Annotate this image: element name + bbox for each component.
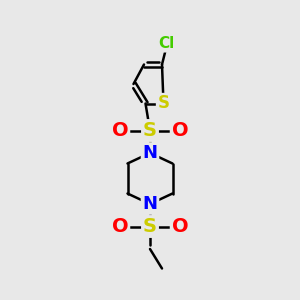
Text: N: N xyxy=(142,144,158,162)
Text: S: S xyxy=(143,121,157,140)
Text: O: O xyxy=(172,217,188,236)
Text: Cl: Cl xyxy=(158,36,175,51)
Text: S: S xyxy=(158,94,169,112)
Text: O: O xyxy=(112,217,128,236)
Text: N: N xyxy=(142,195,158,213)
Text: O: O xyxy=(172,121,188,140)
Text: S: S xyxy=(143,217,157,236)
Text: O: O xyxy=(112,121,128,140)
